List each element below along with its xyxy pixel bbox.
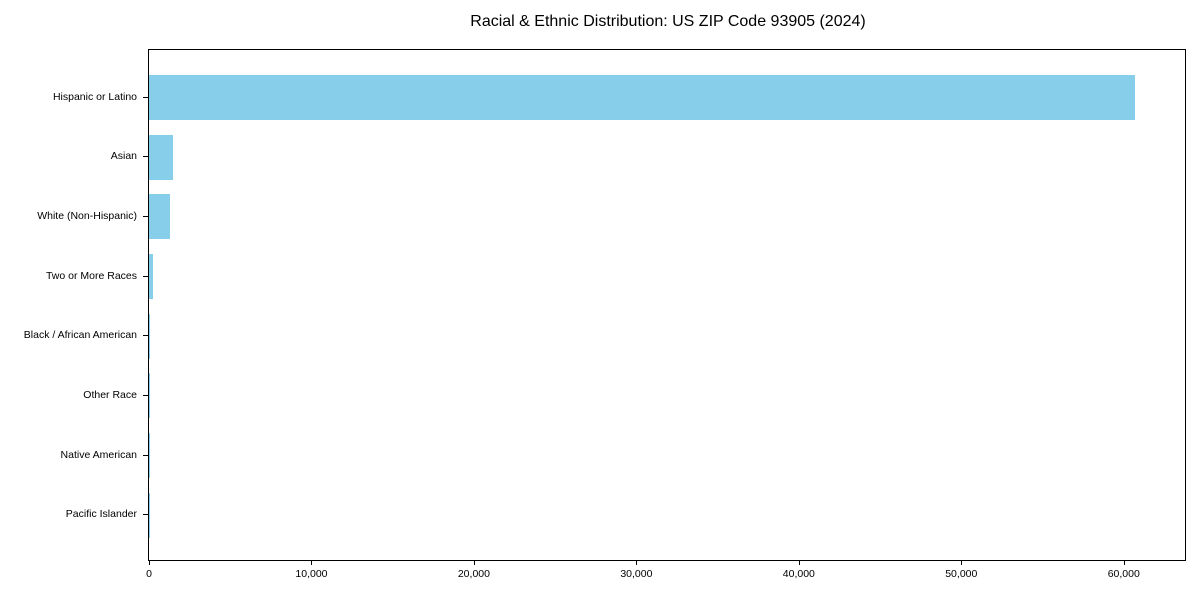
x-tick-mark bbox=[798, 560, 800, 565]
y-tick-mark bbox=[143, 454, 148, 456]
x-tick-label: 40,000 bbox=[782, 568, 815, 580]
x-tick-mark bbox=[473, 560, 475, 565]
x-tick-label: 30,000 bbox=[620, 568, 653, 580]
y-tick-label: Pacific Islander bbox=[65, 508, 137, 521]
y-tick-label: Two or More Races bbox=[45, 269, 137, 282]
y-tick-mark bbox=[143, 394, 148, 396]
x-tick-label: 20,000 bbox=[457, 568, 490, 580]
y-tick-label: Asian bbox=[110, 150, 137, 163]
x-tick-mark bbox=[1123, 560, 1125, 565]
x-tick-mark bbox=[311, 560, 313, 565]
y-tick-mark bbox=[143, 335, 148, 337]
y-tick-mark bbox=[143, 275, 148, 277]
x-tick-label: 60,000 bbox=[1107, 568, 1140, 580]
y-tick-label: White (Non-Hispanic) bbox=[37, 209, 137, 222]
x-tick-label: 10,000 bbox=[295, 568, 328, 580]
bar-asian bbox=[149, 134, 174, 180]
y-tick-mark bbox=[143, 514, 148, 516]
y-tick-label: Hispanic or Latino bbox=[52, 90, 137, 103]
y-tick-mark bbox=[143, 156, 148, 158]
y-tick-label: Native American bbox=[60, 448, 137, 461]
y-tick-mark bbox=[143, 96, 148, 98]
x-tick-label: 0 bbox=[146, 568, 152, 580]
bar-two-or-more-races bbox=[149, 254, 154, 300]
x-tick-mark bbox=[149, 560, 150, 565]
bar-hispanic-or-latino bbox=[149, 75, 1136, 121]
plot-area: Hispanic or Latino Asian White (Non-Hispan… bbox=[24, 49, 1186, 580]
y-tick-label: Black / African American bbox=[23, 329, 137, 342]
y-tick-label: Other Race bbox=[83, 388, 137, 401]
bar-white-non-hispanic- bbox=[149, 194, 171, 240]
x-tick-mark bbox=[636, 560, 638, 565]
x-tick-label: 50,000 bbox=[945, 568, 978, 580]
bar-black-african-american bbox=[149, 313, 151, 359]
x-tick-mark bbox=[961, 560, 963, 565]
chart-title: Racial & Ethnic Distribution: US ZIP Cod… bbox=[470, 13, 866, 30]
y-tick-mark bbox=[143, 215, 148, 217]
